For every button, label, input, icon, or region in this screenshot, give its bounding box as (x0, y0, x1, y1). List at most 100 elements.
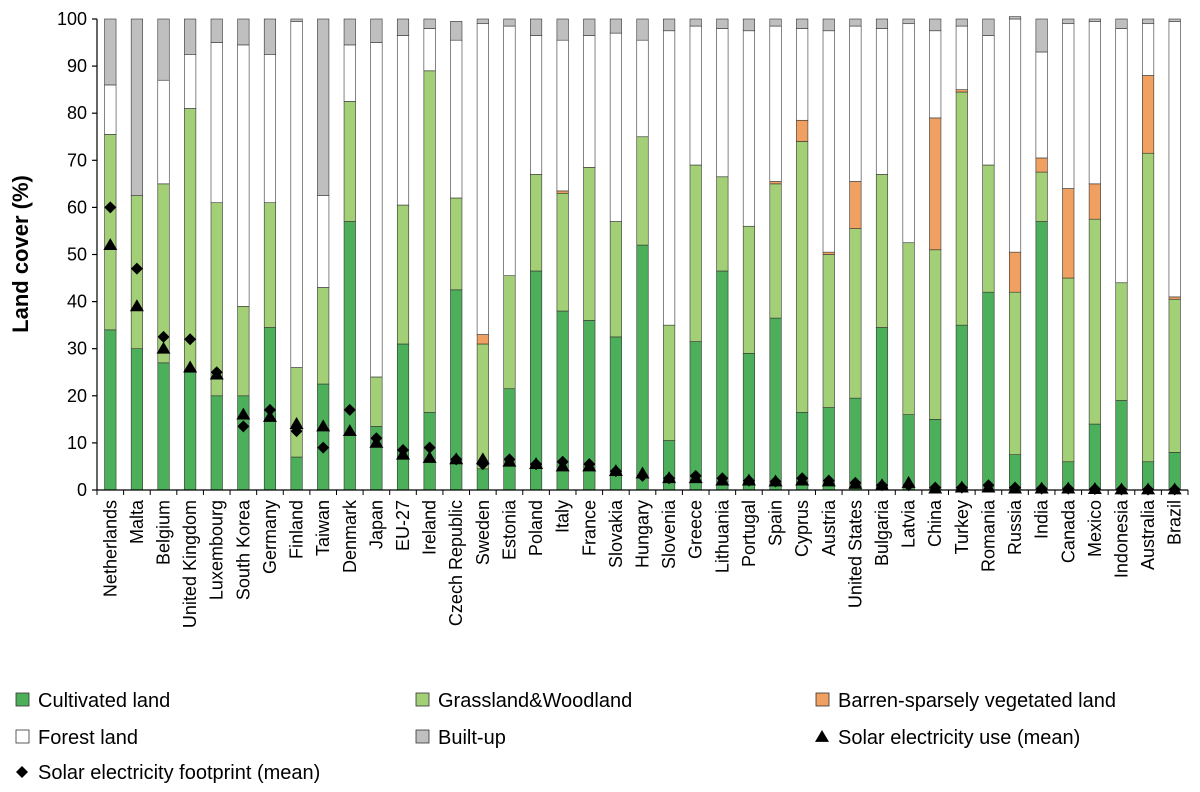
bar-segment-forest-land (450, 39, 463, 199)
bar-segment-built-up (929, 18, 942, 32)
bar-segment-grassland-woodland (796, 141, 809, 413)
bar-segment-barren-sparsely-vegetated-land (1062, 188, 1075, 279)
bar-segment-built-up (184, 18, 197, 55)
diamond-marker (317, 441, 330, 454)
bar-segment-forest-land (583, 35, 596, 168)
x-tick-label: India (1032, 499, 1052, 539)
x-tick-label: Mexico (1085, 500, 1105, 557)
bar-segment-forest-land (343, 44, 356, 102)
diamond-marker (503, 453, 516, 466)
diamond-marker (450, 453, 463, 466)
bar-segment-forest-land (875, 28, 889, 175)
bar-segment-built-up (263, 18, 277, 55)
legend-label: Cultivated land (38, 690, 170, 712)
triangle-marker (103, 238, 118, 250)
triangle-marker (262, 409, 277, 422)
bar-segment-cultivated-land (396, 343, 410, 491)
bar-segment-cultivated-land (290, 456, 303, 491)
legend-item: Solar electricity use (mean) (815, 727, 1080, 749)
x-tick-label: Bulgaria (872, 499, 892, 566)
bar-segment-forest-land (1008, 18, 1022, 253)
x-tick-label: United Kingdom (180, 500, 200, 628)
bar-segment-cultivated-land (1115, 400, 1128, 491)
triangle-marker (316, 419, 331, 432)
triangle-marker (236, 407, 251, 420)
bar-segment-barren-sparsely-vegetated-land (929, 117, 942, 251)
legend-swatch (15, 729, 30, 744)
diamond-marker (769, 475, 782, 488)
bar-segment-built-up (130, 18, 143, 196)
bar-segment-barren-sparsely-vegetated-land (1035, 157, 1048, 173)
bar-segment-forest-land (263, 54, 277, 203)
x-tick-label: Brazil (1165, 500, 1185, 545)
x-tick-label: Denmark (340, 499, 360, 573)
bar-segment-forest-land (184, 54, 197, 109)
diamond-marker (663, 472, 676, 485)
bar-segment-forest-land (663, 30, 676, 326)
x-tick-label: Slovenia (659, 499, 679, 569)
bar-segment-grassland-woodland (982, 164, 995, 293)
x-tick-label: Canada (1058, 499, 1078, 563)
bar-segment-built-up (343, 18, 356, 46)
bar-segment-forest-land (982, 35, 995, 166)
bar-segment-forest-land (317, 195, 330, 288)
bar-segment-forest-land (396, 35, 410, 206)
bar-segment-barren-sparsely-vegetated-land (1088, 183, 1101, 220)
bar-segment-barren-sparsely-vegetated-land (769, 181, 782, 185)
y-tick-label: 70 (67, 150, 87, 170)
bar-segment-cultivated-land (1035, 221, 1048, 491)
legend-item: Cultivated land (15, 690, 170, 712)
x-tick-label: Sweden (473, 500, 493, 565)
x-tick-label: China (925, 499, 945, 547)
diamond-marker (237, 420, 250, 433)
bar-segment-built-up (104, 18, 117, 86)
bar-segment-built-up (849, 18, 862, 27)
bar-segment-grassland-woodland (769, 183, 782, 319)
bar-segment-grassland-woodland (1062, 277, 1075, 463)
bar-segment-barren-sparsely-vegetated-land (1142, 75, 1155, 154)
legend-item: Grassland&Woodland (415, 690, 632, 712)
bar-segment-forest-land (902, 23, 915, 244)
diamond-marker (742, 474, 755, 487)
legend-swatch (415, 729, 430, 744)
bar-segment-forest-land (796, 28, 809, 121)
x-tick-label: Italy (553, 500, 573, 533)
bar-segment-cultivated-land (104, 329, 117, 491)
bar-segment-grassland-woodland (663, 324, 676, 441)
bar-segment-built-up (769, 18, 782, 27)
bar-segment-forest-land (423, 28, 436, 72)
bar-segment-built-up (210, 18, 223, 43)
triangle-marker (183, 360, 198, 373)
bar-segment-grassland-woodland (955, 91, 968, 326)
diamond-marker (210, 366, 223, 379)
bar-segment-grassland-woodland (423, 70, 436, 413)
bar-segment-forest-land (530, 35, 543, 175)
bar-segment-grassland-woodland (556, 192, 569, 312)
bar-segment-built-up (396, 18, 410, 36)
diamond-marker (290, 425, 303, 438)
x-tick-label: Turkey (952, 500, 972, 554)
bar-segment-cultivated-land (689, 341, 702, 491)
bar-segment-grassland-woodland (370, 376, 383, 427)
diamond-marker (1009, 481, 1022, 494)
bar-segment-grassland-woodland (742, 225, 755, 354)
x-tick-label: Latvia (899, 499, 919, 548)
bar-segment-barren-sparsely-vegetated-land (556, 190, 569, 194)
bar-segment-built-up (875, 18, 889, 29)
bar-segment-built-up (556, 18, 569, 41)
bar-segment-grassland-woodland (1088, 218, 1101, 425)
bar-segment-forest-land (689, 25, 702, 166)
y-tick-label: 90 (67, 56, 87, 76)
diamond-marker (875, 479, 888, 492)
x-tick-label: Greece (686, 500, 706, 559)
x-tick-label: Austria (819, 499, 839, 556)
bar-segment-built-up (370, 18, 383, 43)
triangle-marker (342, 424, 357, 437)
diamond-marker (822, 474, 835, 487)
bar-segment-grassland-woodland (530, 174, 543, 272)
y-tick-label: 20 (67, 386, 87, 406)
y-tick-label: 60 (67, 197, 87, 217)
legend-item: Built-up (415, 727, 506, 749)
diamond-marker (343, 403, 356, 416)
diamond-marker (423, 441, 436, 454)
